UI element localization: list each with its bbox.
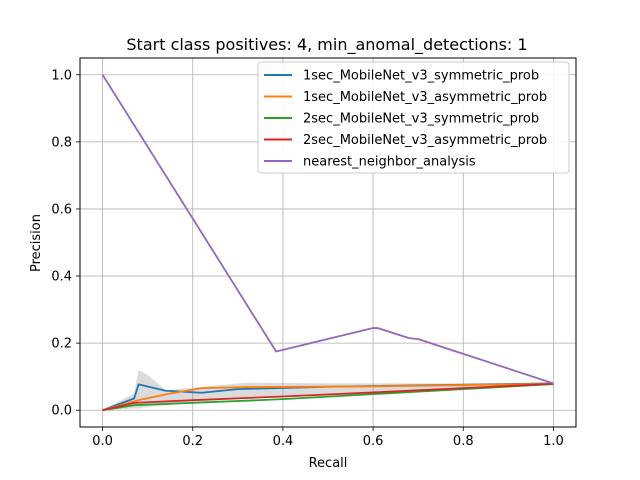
x-tick-label: 0.8 — [453, 434, 474, 449]
legend-label: 2sec_MobileNet_v3_symmetric_prob — [303, 112, 539, 127]
series-line-2sec_MobileNet_v3_symmetric_prob — [102, 383, 554, 412]
legend-items: 1sec_MobileNet_v3_symmetric_prob 1sec_Mob… — [264, 69, 547, 170]
x-axis-label: Recall — [309, 456, 348, 471]
confidence-band-layer — [102, 369, 554, 411]
y-tick-label: 0.0 — [51, 404, 72, 419]
legend-label: 1sec_MobileNet_v3_symmetric_prob — [303, 69, 539, 84]
y-tick-label: 1.0 — [51, 68, 72, 83]
y-tick-label: 0.2 — [51, 337, 72, 352]
series-line-1sec_MobileNet_v3_asymmetric_prob — [102, 382, 554, 412]
chart-title: Start class positives: 4, min_anomal_det… — [126, 35, 527, 55]
plot-frame — [79, 57, 577, 428]
y-tick-label: 0.4 — [51, 270, 72, 285]
x-tick-label: 0.6 — [363, 434, 384, 449]
y-axis-label: Precision — [29, 214, 44, 272]
y-tick-label: 0.8 — [51, 135, 72, 150]
x-tick-label: 0.4 — [273, 434, 294, 449]
legend-label: 1sec_MobileNet_v3_asymmetric_prob — [303, 90, 547, 105]
legend-box — [257, 61, 570, 174]
x-tick-label: 0.0 — [92, 434, 113, 449]
series-line-2sec_MobileNet_v3_asymmetric_prob — [102, 382, 554, 412]
x-tick-label: 1.0 — [543, 434, 564, 449]
legend: 1sec_MobileNet_v3_symmetric_prob 1sec_Mob… — [257, 61, 570, 174]
series-layer — [101, 74, 554, 412]
legend-label: 2sec_MobileNet_v3_asymmetric_prob — [303, 133, 547, 148]
x-axis-ticks: 0.0 0.2 0.4 0.6 0.8 1.0 — [92, 427, 564, 449]
y-axis-ticks: 0.0 0.2 0.4 0.6 0.8 1.0 — [51, 68, 80, 419]
x-tick-label: 0.2 — [182, 434, 203, 449]
confidence-band — [102, 369, 554, 411]
series-line-nearest_neighbor_analysis — [101, 74, 554, 385]
legend-label: nearest_neighbor_analysis — [303, 155, 476, 170]
y-tick-label: 0.6 — [51, 202, 72, 217]
